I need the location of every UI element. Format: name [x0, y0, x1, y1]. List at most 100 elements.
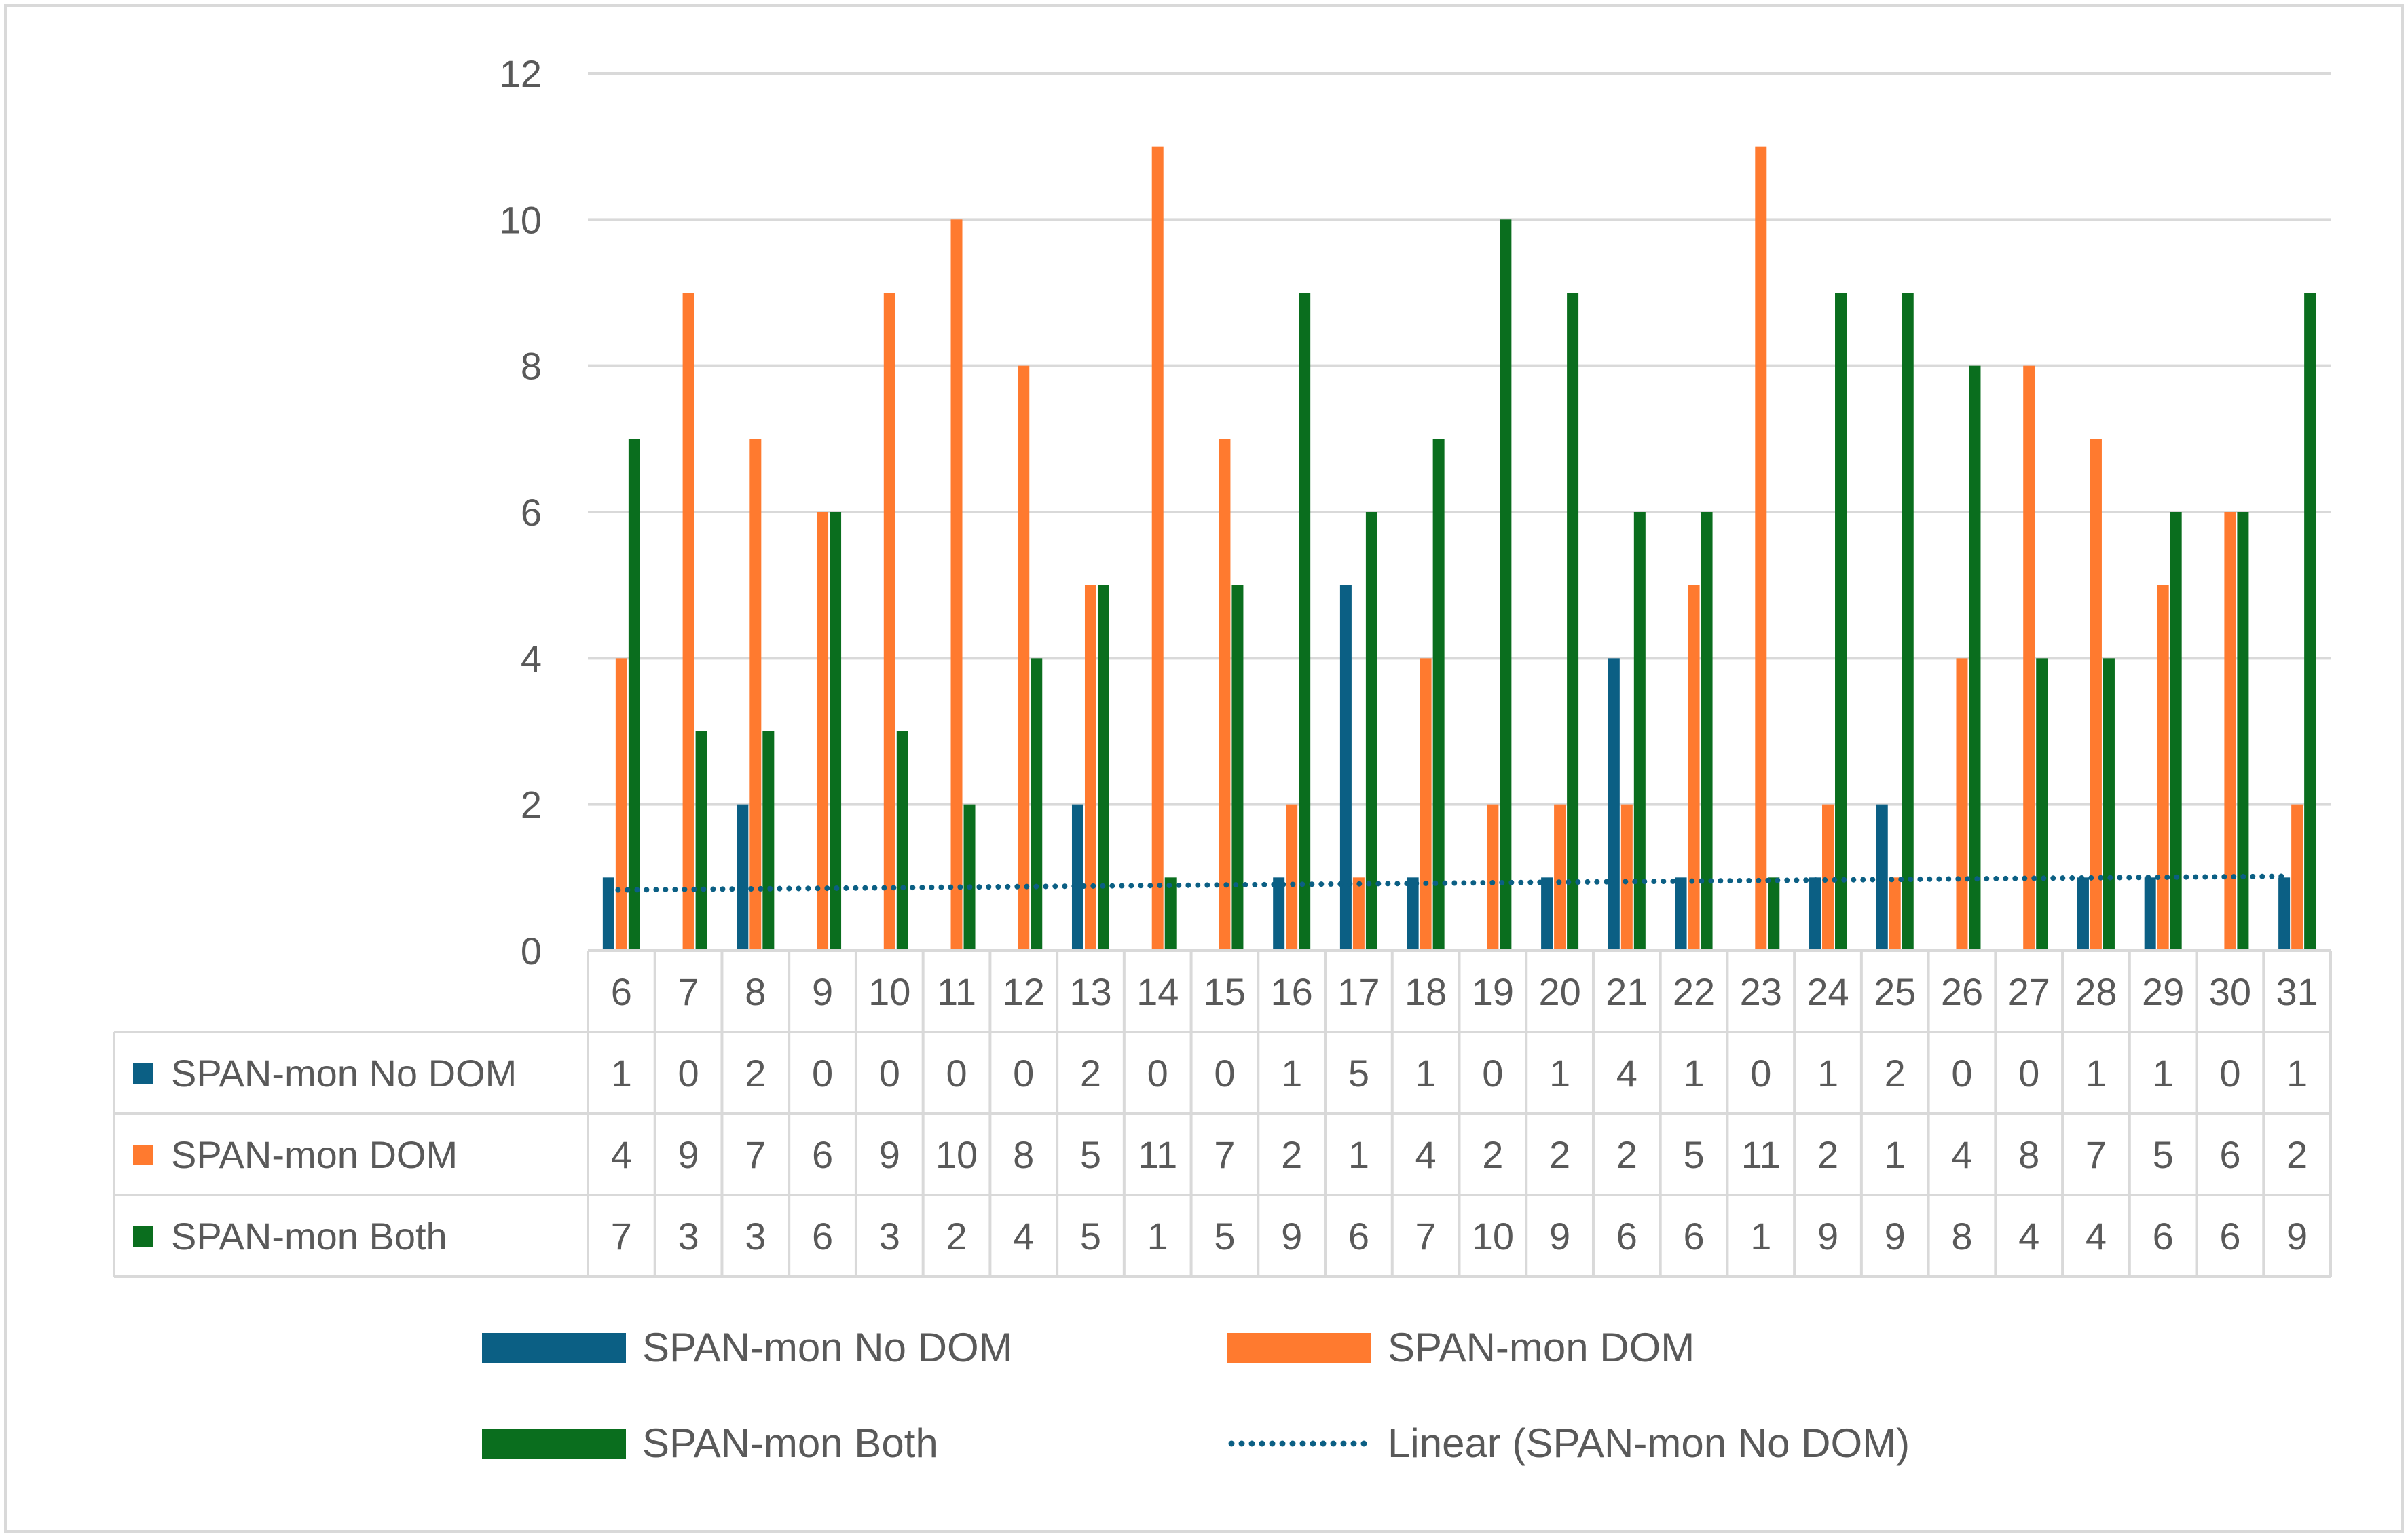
bar-span-mon-no-dom [1675, 877, 1687, 951]
table-cell-value: 9 [2286, 1215, 2308, 1258]
bar-span-mon-both [1835, 293, 1847, 951]
table-cell-value: 0 [1482, 1052, 1503, 1095]
x-tick-label: 11 [937, 970, 976, 1013]
y-tick-label: 2 [521, 784, 542, 826]
bar-span-mon-dom [1889, 877, 1901, 951]
table-cell-value: 0 [1951, 1052, 1972, 1095]
x-tick-label: 12 [1003, 970, 1045, 1013]
table-cell-value: 2 [1482, 1133, 1503, 1176]
table-cell-value: 3 [879, 1215, 900, 1258]
table-cell-value: 1 [2153, 1052, 2174, 1095]
table-cell-value: 0 [2018, 1052, 2039, 1095]
table-cell-value: 1 [1415, 1052, 1437, 1095]
bar-span-mon-both [1969, 365, 1981, 951]
x-tick-label: 10 [868, 970, 910, 1013]
table-cell-value: 2 [745, 1052, 766, 1095]
table-cell-value: 1 [1147, 1215, 1168, 1258]
table-cell-value: 7 [1214, 1133, 1235, 1176]
bar-span-mon-dom [1352, 877, 1365, 951]
table-cell-value: 8 [1013, 1133, 1034, 1176]
bar-span-mon-dom [1956, 658, 1968, 951]
bar-span-mon-no-dom [1608, 658, 1620, 951]
table-cell-value: 0 [2219, 1052, 2240, 1095]
table-cell-value: 1 [1750, 1215, 1771, 1258]
bar-span-mon-both [1633, 512, 1646, 951]
bar-span-mon-dom [2157, 585, 2169, 951]
table-cell-value: 2 [2286, 1133, 2308, 1176]
bar-span-mon-dom [749, 439, 762, 951]
x-tick-label: 27 [2008, 970, 2050, 1013]
table-cell-value: 9 [1281, 1215, 1302, 1258]
table-cell-value: 0 [879, 1052, 900, 1095]
legend-swatch [482, 1333, 626, 1363]
bar-span-mon-both [695, 731, 707, 951]
x-tick-label: 13 [1069, 970, 1111, 1013]
bar-span-mon-dom [1487, 804, 1499, 951]
table-cell-value: 1 [1348, 1133, 1369, 1176]
table-cell-value: 4 [2086, 1215, 2107, 1258]
table-row-label: SPAN-mon DOM [171, 1133, 458, 1176]
table-cell-value: 1 [2286, 1052, 2308, 1095]
bar-span-mon-dom [1755, 146, 1767, 951]
bar-span-mon-both [2103, 658, 2115, 951]
x-tick-label: 15 [1204, 970, 1246, 1013]
bar-span-mon-both [2170, 512, 2182, 951]
table-cell-value: 8 [1951, 1215, 1972, 1258]
legend-swatch [1227, 1333, 1371, 1363]
table-cell-value: 2 [1281, 1133, 1302, 1176]
table-cell-value: 9 [879, 1133, 900, 1176]
table-cell-value: 5 [1683, 1133, 1704, 1176]
bar-span-mon-both [1031, 658, 1043, 951]
bar-span-mon-both [1299, 293, 1311, 951]
table-cell-value: 6 [812, 1215, 833, 1258]
x-tick-label: 16 [1271, 970, 1313, 1013]
x-tick-label: 20 [1538, 970, 1580, 1013]
table-cell-value: 4 [1616, 1052, 1637, 1095]
table-cell-value: 4 [1415, 1133, 1437, 1176]
x-tick-label: 18 [1405, 970, 1447, 1013]
table-cell-value: 1 [611, 1052, 632, 1095]
table-cell-value: 2 [1817, 1133, 1838, 1176]
bar-span-mon-dom [1084, 585, 1096, 951]
bar-span-mon-no-dom [2278, 877, 2291, 951]
bar-span-mon-dom [2291, 804, 2303, 951]
table-cell-value: 5 [2153, 1133, 2174, 1176]
bar-span-mon-both [1164, 877, 1177, 951]
bar-span-mon-both [2304, 293, 2316, 951]
table-cell-value: 4 [1013, 1215, 1034, 1258]
bar-span-mon-dom [2023, 365, 2035, 951]
y-tick-label: 10 [500, 198, 542, 241]
table-cell-value: 2 [1080, 1052, 1101, 1095]
x-tick-label: 24 [1807, 970, 1849, 1013]
bar-span-mon-dom [615, 658, 627, 951]
bar-span-mon-dom [1286, 804, 1298, 951]
legend-label: SPAN-mon Both [642, 1420, 938, 1466]
table-row-label: SPAN-mon Both [171, 1215, 447, 1258]
bar-span-mon-dom [1219, 439, 1231, 951]
table-cell-value: 1 [1281, 1052, 1302, 1095]
x-tick-label: 30 [2209, 970, 2251, 1013]
table-cell-value: 2 [946, 1215, 967, 1258]
table-legend-key [133, 1063, 153, 1084]
table-cell-value: 7 [611, 1215, 632, 1258]
bar-span-mon-dom [1620, 804, 1633, 951]
bar-span-mon-no-dom [1071, 804, 1083, 951]
table-cell-value: 11 [1741, 1133, 1781, 1176]
trendline-linear [606, 873, 2287, 893]
y-tick-label: 8 [521, 345, 542, 388]
bar-span-mon-both [1701, 512, 1713, 951]
table-cell-value: 0 [678, 1052, 699, 1095]
bar-span-mon-dom [682, 293, 694, 951]
legend-label: SPAN-mon No DOM [642, 1325, 1013, 1370]
trendline [606, 873, 2287, 893]
table-cell-value: 6 [1683, 1215, 1704, 1258]
table-cell-value: 6 [2219, 1215, 2240, 1258]
bar-span-mon-no-dom [737, 804, 749, 951]
bar-span-mon-dom [817, 512, 829, 951]
bar-span-mon-both [628, 439, 640, 951]
bar-span-mon-no-dom [1407, 877, 1419, 951]
legend-label: SPAN-mon DOM [1388, 1325, 1694, 1370]
y-tick-label: 6 [521, 491, 542, 534]
